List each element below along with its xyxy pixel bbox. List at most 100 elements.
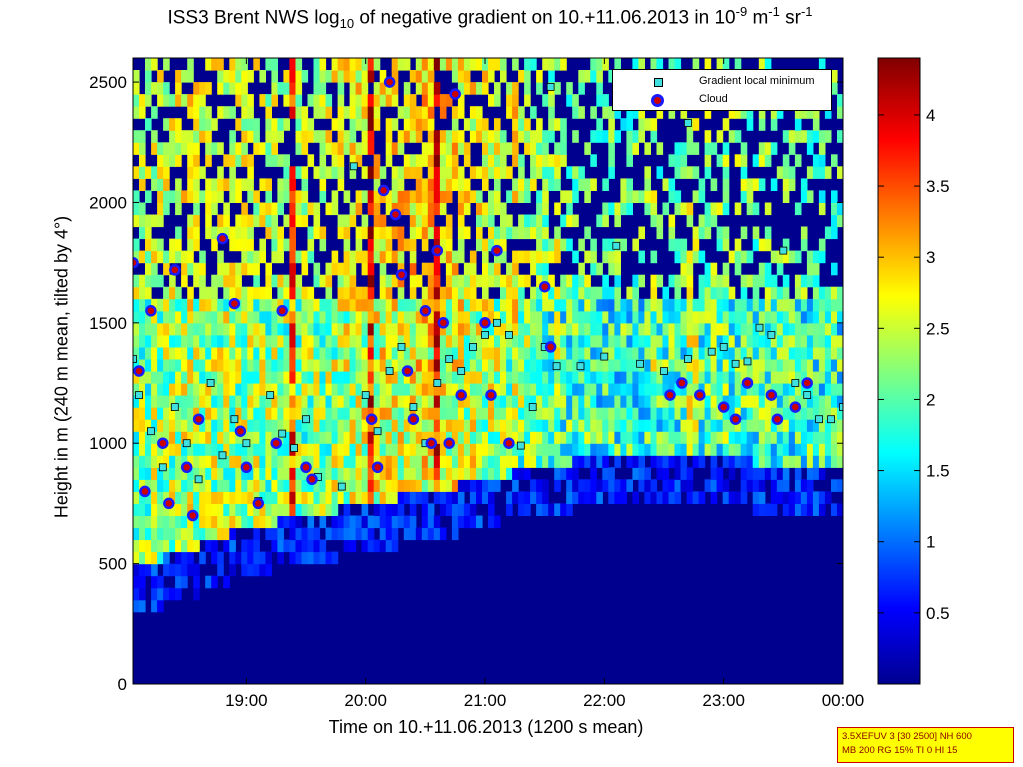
heatmap-cell: [614, 443, 621, 456]
heatmap-cell: [662, 431, 670, 444]
heatmap-cell: [469, 286, 477, 300]
heatmap-cell: [806, 431, 814, 444]
heatmap-cell: [668, 322, 676, 336]
heatmap-cell: [674, 154, 682, 167]
heatmap-cell: [325, 503, 333, 516]
heatmap-cell: [451, 130, 459, 143]
heatmap-cell: [235, 359, 242, 372]
heatmap-cell: [494, 407, 501, 420]
heatmap-cell: [704, 226, 712, 240]
heatmap-cell: [145, 190, 152, 203]
heatmap-cell: [626, 443, 633, 456]
heatmap-cell: [710, 371, 718, 384]
heatmap-cell: [169, 503, 176, 516]
heatmap-cell: [524, 118, 531, 131]
heatmap-cell: [337, 515, 345, 529]
heatmap-cell: [367, 238, 375, 252]
heatmap-cell: [512, 190, 519, 203]
heatmap-cell: [307, 527, 315, 541]
heatmap-cell: [139, 455, 146, 468]
heatmap-cell: [301, 383, 309, 396]
heatmap-cell: [644, 491, 651, 504]
heatmap-cell: [379, 346, 387, 360]
heatmap-cell: [193, 383, 200, 396]
heatmap-cell: [614, 250, 621, 264]
heatmap-cell: [632, 142, 639, 155]
heatmap-cell: [596, 431, 603, 444]
heatmap-cell: [265, 298, 272, 312]
heatmap-cell: [163, 515, 170, 529]
heatmap-cell: [548, 70, 555, 83]
heatmap-cell: [734, 130, 742, 143]
heatmap-cell: [331, 527, 339, 541]
heatmap-cell: [133, 467, 140, 480]
heatmap-cell: [379, 383, 387, 396]
heatmap-cell: [608, 407, 615, 420]
heatmap-cell: [223, 274, 230, 288]
heatmap-cell: [331, 298, 339, 312]
heatmap-cell: [283, 70, 290, 83]
heatmap-cell: [560, 371, 567, 384]
heatmap-cell: [277, 503, 284, 516]
heatmap-cell: [554, 82, 561, 95]
heatmap-cell: [397, 130, 405, 143]
heatmap-cell: [175, 70, 182, 83]
heatmap-cell: [205, 310, 212, 324]
heatmap-cell: [361, 346, 369, 360]
heatmap-cell: [235, 443, 242, 456]
heatmap-cell: [193, 527, 200, 541]
heatmap-cell: [169, 310, 176, 324]
heatmap-cell: [800, 106, 808, 119]
heatmap-cell: [307, 371, 315, 384]
heatmap-cell: [716, 479, 724, 492]
colorbar-tick-label: 1.5: [926, 462, 950, 481]
heatmap-cell: [313, 503, 321, 516]
heatmap-cell: [277, 202, 284, 216]
heatmap-cell: [367, 94, 375, 107]
heatmap-cell: [169, 118, 176, 131]
heatmap-cell: [421, 527, 429, 541]
heatmap-cell: [247, 226, 254, 240]
heatmap-cell: [319, 274, 327, 288]
heatmap-cell: [307, 467, 315, 480]
heatmap-cell: [506, 407, 513, 420]
heatmap-cell: [169, 491, 176, 504]
heatmap-cell: [530, 226, 537, 240]
heatmap-cell: [608, 250, 615, 264]
heatmap-cell: [445, 130, 453, 143]
heatmap-cell: [734, 407, 742, 420]
heatmap-cell: [632, 491, 639, 504]
heatmap-cell: [716, 238, 724, 252]
heatmap-cell: [271, 94, 278, 107]
heatmap-cell: [476, 214, 483, 228]
heatmap-cell: [277, 371, 284, 384]
heatmap-cell: [367, 479, 375, 492]
heatmap-cell: [433, 383, 441, 396]
heatmap-cell: [415, 407, 423, 420]
heatmap-cell: [433, 491, 441, 504]
heatmap-cell: [361, 106, 369, 119]
heatmap-cell: [457, 359, 465, 372]
heatmap-cell: [512, 334, 519, 348]
heatmap-cell: [668, 395, 676, 408]
heatmap-cell: [337, 94, 345, 107]
heatmap-cell: [277, 551, 284, 565]
heatmap-cell: [439, 166, 447, 179]
heatmap-cell: [614, 407, 621, 420]
heatmap-cell: [445, 286, 453, 300]
heatmap-cell: [824, 419, 832, 432]
heatmap-cell: [133, 515, 140, 529]
heatmap-cell: [211, 503, 218, 516]
heatmap-cell: [199, 334, 206, 348]
heatmap-cell: [560, 130, 567, 143]
heatmap-cell: [638, 250, 645, 264]
heatmap-cell: [584, 286, 591, 300]
heatmap-cell: [139, 467, 146, 480]
heatmap-cell: [445, 371, 453, 384]
heatmap-cell: [668, 491, 676, 504]
heatmap-cell: [482, 491, 489, 504]
heatmap-cell: [620, 443, 627, 456]
heatmap-cell: [145, 310, 152, 324]
heatmap-cell: [265, 455, 272, 468]
heatmap-cell: [385, 250, 393, 264]
